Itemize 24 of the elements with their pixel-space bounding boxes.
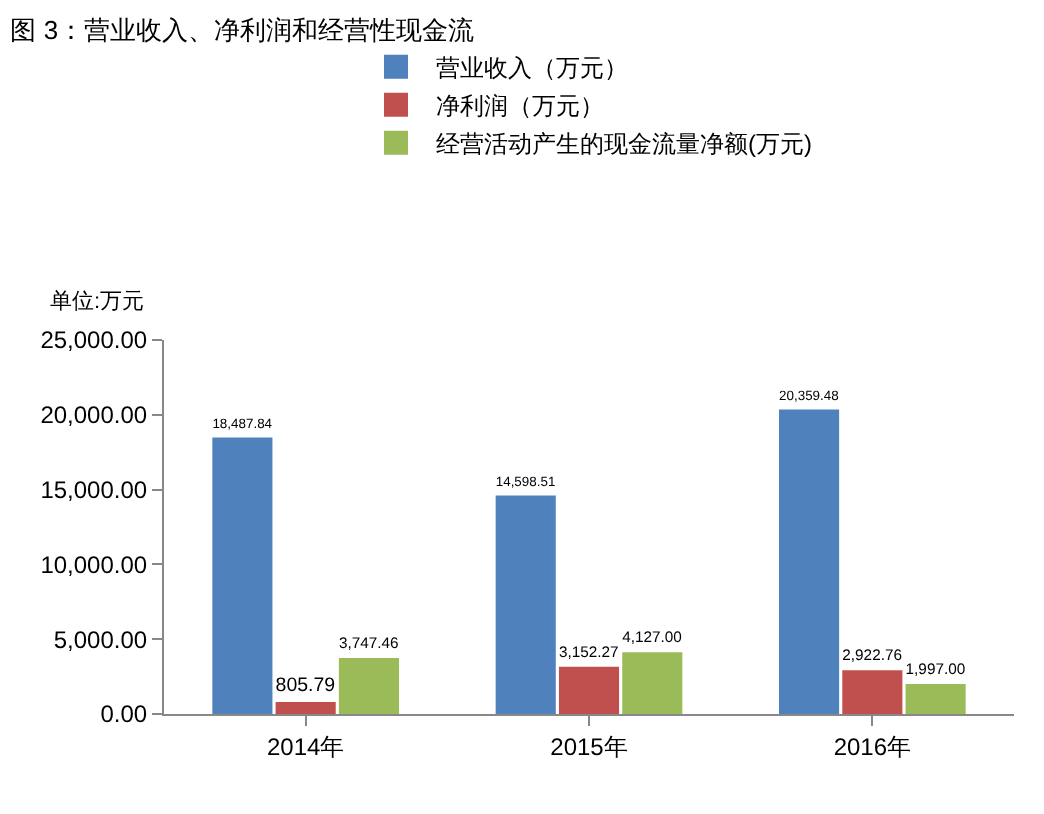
y-tick-label: 10,000.00 [40,550,148,579]
legend-label: 净利润（万元） [436,92,604,121]
x-tick-label: 2015年 [550,732,628,761]
legend-label: 经营活动产生的现金流量净额(万元) [436,130,812,159]
x-tick-label: 2014年 [266,732,345,761]
bar [338,657,399,714]
x-tick-label: 2016年 [833,732,912,761]
bar [495,495,556,714]
bar [622,652,683,714]
bar [275,701,336,714]
bar [558,666,620,714]
bar [842,670,903,714]
chart-title: 图 3：营业收入、净利润和经营性现金流 [10,14,475,45]
bar [212,437,273,714]
y-tick-label: 15,000.00 [40,476,148,504]
y-tick-label: 0.00 [100,700,148,729]
y-axis-title: 单位:万元 [50,288,145,314]
bar [905,684,966,714]
y-tick-label: 20,000.00 [40,401,148,430]
y-tick-label: 25,000.00 [40,326,148,355]
legend-label: 营业收入（万元） [436,54,628,83]
bar [779,409,840,714]
y-tick-label: 5,000.00 [53,625,148,654]
data-label: 805.79 [275,675,336,698]
